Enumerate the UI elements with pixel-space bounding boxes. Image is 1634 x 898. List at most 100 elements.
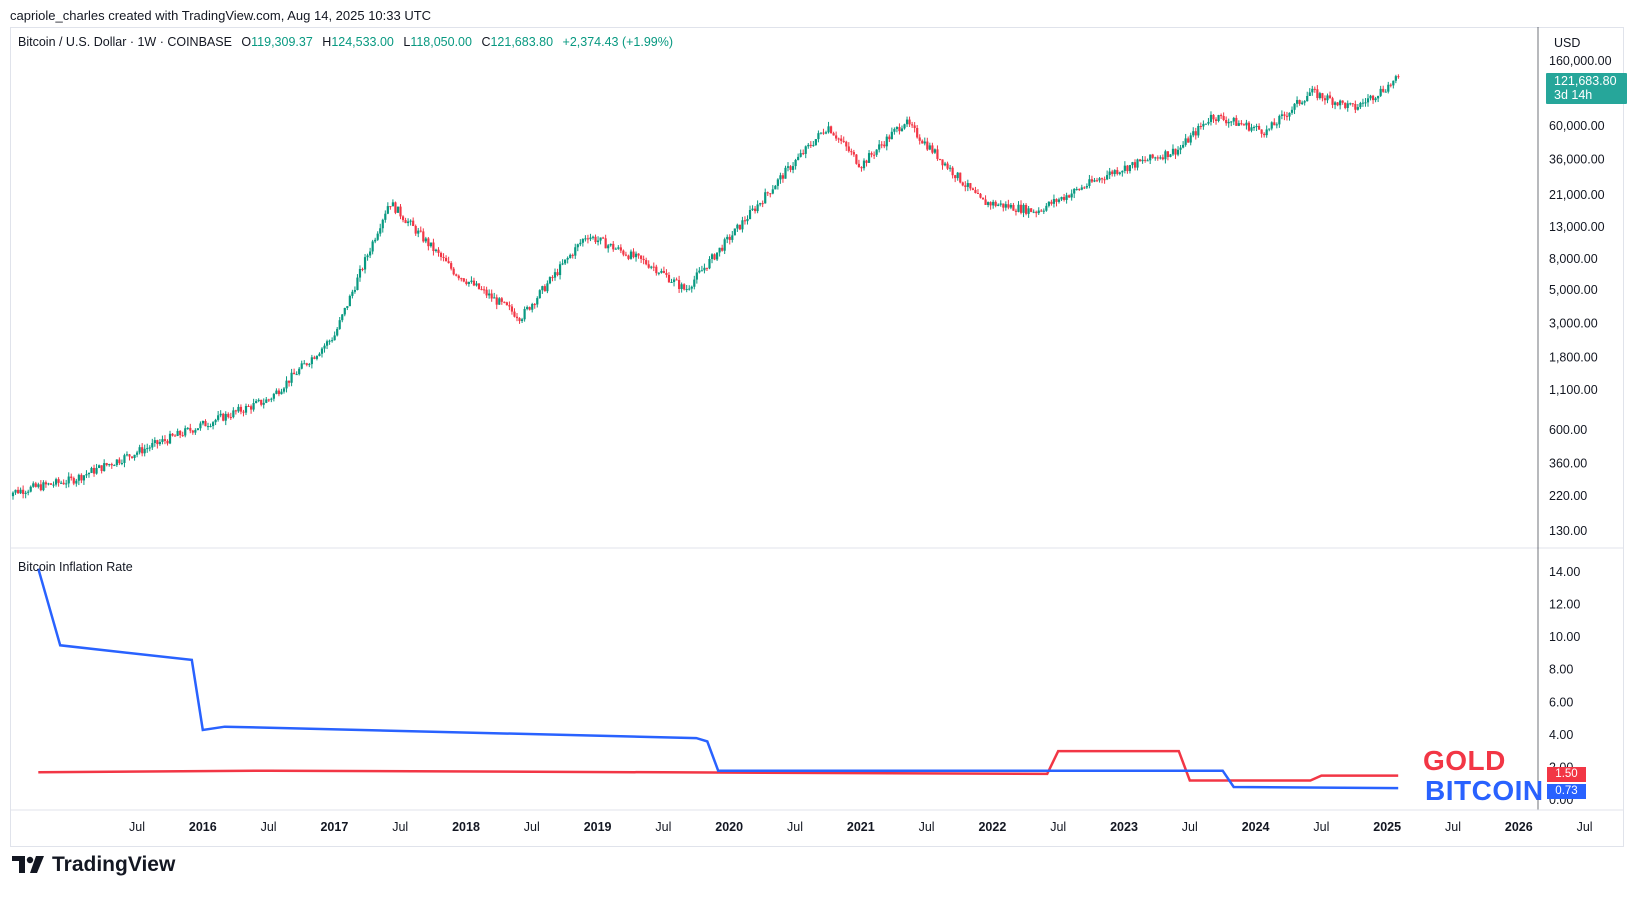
candle	[1306, 91, 1309, 102]
candle	[1344, 102, 1347, 110]
candle	[1384, 89, 1387, 93]
candle	[277, 388, 281, 397]
candle	[371, 239, 374, 255]
candle	[807, 143, 810, 149]
price-tick-label: 160,000.00	[1549, 54, 1612, 68]
candle	[47, 482, 50, 486]
candle	[971, 187, 974, 191]
candle	[1007, 199, 1010, 210]
candle	[414, 224, 417, 236]
candle	[361, 267, 364, 272]
high-label: H	[322, 35, 332, 49]
candle	[860, 166, 863, 172]
candle	[1326, 93, 1329, 104]
candle	[789, 165, 792, 173]
candle	[1070, 189, 1073, 201]
candle	[809, 141, 812, 149]
candle	[27, 489, 30, 496]
candle	[315, 355, 319, 361]
candle	[923, 137, 926, 146]
candle	[465, 278, 468, 286]
candle	[607, 243, 610, 253]
candle	[1336, 101, 1339, 107]
time-tick-label: 2023	[1110, 820, 1138, 834]
candle	[65, 479, 68, 489]
candle	[1283, 111, 1286, 121]
candle	[715, 252, 719, 262]
candle	[424, 236, 427, 244]
time-tick-label: 2018	[452, 820, 480, 834]
candle	[1359, 101, 1362, 110]
candle	[533, 303, 536, 309]
candle	[710, 253, 714, 264]
candle	[29, 485, 32, 493]
close-label: C	[481, 35, 491, 49]
candle	[467, 281, 470, 287]
candle	[191, 429, 194, 435]
price-tick-label: 3,000.00	[1549, 317, 1598, 331]
candle	[840, 135, 843, 145]
candle	[115, 459, 118, 467]
candle	[845, 140, 848, 151]
indicator-tick-label: 14.00	[1549, 565, 1580, 579]
change-value: +2,374.43 (+1.99%)	[562, 35, 674, 49]
candle	[22, 485, 25, 499]
candle	[163, 435, 167, 445]
candle	[1197, 123, 1200, 138]
candle	[880, 141, 883, 149]
indicator-tick-label: 8.00	[1549, 663, 1573, 677]
candle	[77, 473, 80, 486]
candle	[997, 203, 1000, 207]
time-tick-label: 2022	[978, 820, 1006, 834]
candle	[759, 202, 762, 207]
candle	[637, 253, 640, 259]
close-value: 121,683.80	[490, 35, 554, 49]
candle	[181, 431, 184, 437]
candle	[564, 259, 567, 265]
candle	[1369, 94, 1372, 101]
candle	[1095, 177, 1099, 183]
bar-countdown: 3d 14h	[1554, 88, 1593, 102]
candle	[1040, 209, 1043, 212]
candle	[310, 354, 313, 369]
candle	[705, 267, 709, 271]
candle	[1341, 100, 1344, 105]
candle	[62, 479, 65, 485]
time-tick-label: Jul	[392, 820, 408, 834]
candle	[1136, 158, 1139, 171]
candle	[72, 476, 75, 486]
candle	[1242, 123, 1245, 126]
candle	[1316, 85, 1319, 101]
candle	[1339, 99, 1342, 110]
low-label: L	[403, 35, 411, 49]
candle	[305, 362, 308, 367]
candle	[589, 233, 592, 242]
candle	[1351, 103, 1354, 107]
candle	[776, 178, 779, 190]
price-tick-label: 36,000.00	[1549, 153, 1605, 167]
candle	[308, 362, 311, 368]
candle	[733, 228, 736, 236]
candle	[409, 219, 412, 226]
candle	[328, 339, 331, 345]
candle	[186, 427, 189, 430]
candle	[95, 463, 98, 475]
candle	[1156, 155, 1159, 161]
candle	[500, 297, 503, 305]
candle	[82, 474, 86, 485]
candle	[718, 247, 721, 257]
candle	[419, 226, 422, 233]
candle	[252, 398, 255, 412]
candle	[105, 462, 108, 467]
candle	[1161, 154, 1164, 161]
candle	[1022, 203, 1025, 218]
candle	[348, 294, 351, 307]
candle	[1184, 133, 1187, 147]
currency-label[interactable]: USD	[1554, 36, 1581, 50]
candle	[900, 125, 904, 132]
candle	[946, 161, 949, 171]
candle	[1280, 110, 1283, 120]
candle	[262, 398, 265, 409]
candle	[1154, 156, 1157, 161]
